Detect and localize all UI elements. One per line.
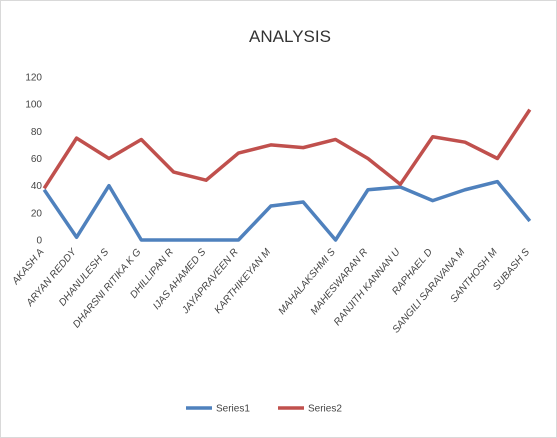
y-tick-label: 80 bbox=[31, 127, 43, 138]
legend-label: Series2 bbox=[308, 404, 342, 415]
line-series bbox=[42, 108, 532, 190]
y-tick-label: 0 bbox=[36, 236, 42, 247]
y-tick-label: 60 bbox=[31, 154, 43, 165]
y-tick-label: 40 bbox=[31, 181, 43, 192]
line-series bbox=[42, 179, 532, 242]
y-tick-label: 120 bbox=[25, 73, 42, 84]
chart-title: ANALYSIS bbox=[249, 27, 331, 46]
legend-label: Series1 bbox=[216, 404, 250, 415]
y-tick-label: 100 bbox=[25, 100, 42, 111]
y-tick-label: 20 bbox=[31, 208, 43, 219]
